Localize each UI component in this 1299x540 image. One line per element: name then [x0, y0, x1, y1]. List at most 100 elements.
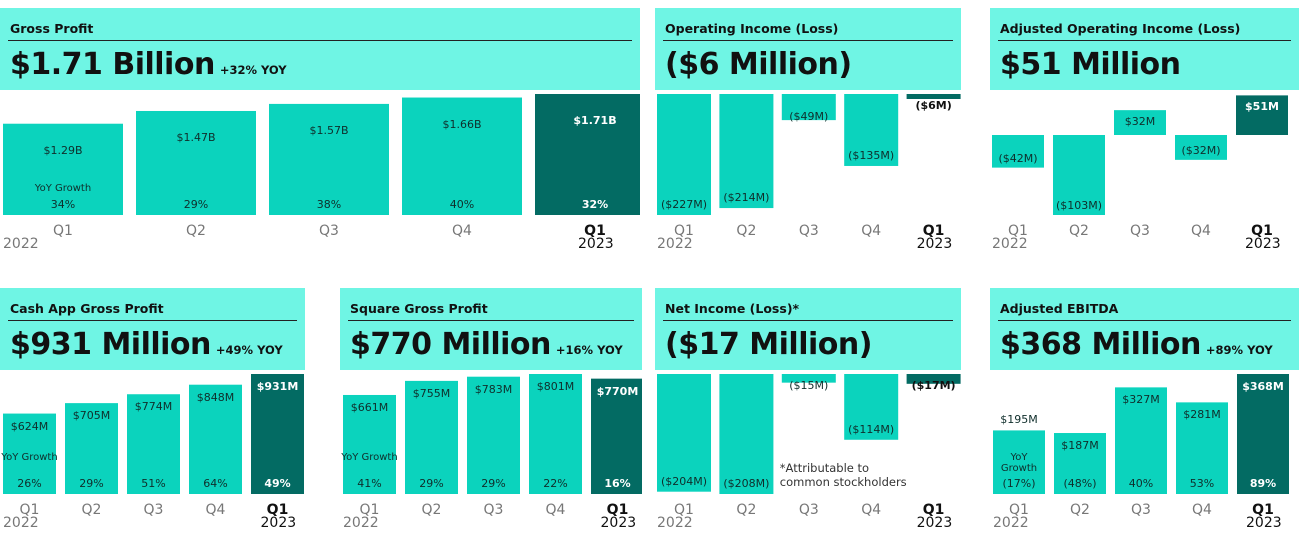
bar-0 [657, 374, 711, 492]
quarter-label: Q2 [736, 223, 757, 239]
headline-yoy: +32% YOY [219, 63, 287, 77]
bar-1 [136, 110, 256, 215]
panel-title: Operating Income (Loss) [665, 21, 839, 36]
growth-label: (48%) [1063, 477, 1097, 490]
value-label: ($204M) [660, 474, 708, 488]
bar-4 [906, 94, 961, 99]
quarter-label: Q1 [1251, 223, 1273, 239]
panel-title: Gross Profit [10, 21, 94, 36]
value-label: ($17M) [911, 379, 956, 392]
bar-0 [657, 94, 711, 215]
quarter-label: Q4 [861, 223, 882, 239]
year-label-current: 2023 [1246, 515, 1282, 531]
bar-0 [343, 394, 396, 494]
quarter-label: Q2 [421, 502, 442, 518]
value-label: ($135M) [848, 148, 895, 162]
cash-app-gross-profit-header: Cash App Gross Profit $931 Million +49% YO… [0, 288, 305, 370]
quarter-label: Q1 [922, 223, 945, 239]
year-label: 2022 [3, 515, 39, 531]
growth-label: 16% [604, 477, 631, 490]
bar-4 [906, 374, 961, 384]
bar-2 [1115, 387, 1167, 494]
square-gross-profit-chart [343, 374, 642, 494]
quarter-label: Q2 [81, 502, 102, 518]
bar-4 [591, 378, 642, 494]
value-label: ($6M) [915, 99, 952, 112]
gross-profit-panel: Gross Profit $1.71 Billion +32% YOY $1.29B 3… [0, 8, 640, 252]
headline-amount: ($6 Million) [665, 47, 852, 82]
headline-value: $1.71 Billion +32% YOY [10, 47, 287, 82]
bar-3 [844, 94, 899, 166]
year-label-current: 2023 [578, 236, 614, 252]
cash-app-gross-profit-panel: Cash App Gross Profit $931 Million +49% YO… [0, 288, 305, 531]
operating-income-chart [657, 94, 961, 215]
title-divider [998, 320, 1291, 321]
adjusted-ebitda-header: Adjusted EBITDA $368 Million +89% YOY [990, 288, 1299, 370]
value-label: ($114M) [848, 422, 895, 436]
title-divider [998, 40, 1291, 41]
growth-label: 64% [203, 477, 228, 490]
bar-0 [993, 430, 1045, 494]
growth-label: 29% [481, 477, 506, 490]
headline-value: $51 Million [1000, 47, 1181, 82]
bar-0 [3, 123, 123, 215]
growth-label: 40% [449, 198, 475, 211]
title-divider [8, 40, 632, 41]
value-label: $1.66B [442, 117, 482, 131]
value-label: $705M [72, 409, 111, 423]
value-label: ($214M) [723, 191, 770, 205]
bar-4 [535, 94, 640, 215]
cash-app-gross-profit-chart [3, 374, 304, 494]
growth-label: 26% [17, 477, 42, 490]
headline-amount: ($17 Million) [665, 327, 872, 362]
adjusted-operating-income-header: Adjusted Operating Income (Loss) $51 Mill… [990, 8, 1299, 90]
growth-label: 34% [50, 198, 76, 211]
bar-2 [127, 394, 180, 494]
year-label: 2022 [993, 515, 1029, 531]
quarter-label: Q2 [186, 223, 206, 239]
growth-label: 29% [419, 477, 444, 490]
growth-heading: YoY Growth [1, 452, 58, 463]
quarter-label: Q1 [19, 502, 40, 518]
growth-label: (17%) [1002, 477, 1036, 490]
bar-4 [1236, 95, 1288, 135]
value-label: $32M [1124, 115, 1156, 129]
growth-label: 53% [1189, 477, 1215, 490]
quarter-label: Q4 [545, 502, 566, 518]
net-income-chart [657, 374, 961, 494]
square-gross-profit-header: Square Gross Profit $770 Million +16% YOY [340, 288, 642, 370]
quarter-label: Q3 [319, 223, 339, 239]
year-label: 2022 [657, 515, 693, 531]
year-label-current: 2023 [600, 515, 637, 531]
bar-1 [1054, 433, 1106, 494]
bar-2 [269, 103, 389, 215]
value-label: $281M [1183, 408, 1221, 422]
quarter-label: Q2 [1069, 223, 1089, 239]
growth-label: 49% [264, 477, 291, 490]
panel-title: Cash App Gross Profit [10, 301, 164, 316]
growth-heading: YoY Growth [341, 452, 398, 463]
footnote: *Attributable to common stockholders [779, 461, 907, 489]
growth-heading: YoY Growth [1000, 452, 1038, 474]
quarter-label: Q4 [205, 502, 226, 518]
year-label-current: 2023 [260, 515, 297, 531]
headline-value: ($6 Million) [665, 47, 852, 82]
quarter-label: Q4 [452, 223, 472, 239]
value-label: $624M [10, 419, 49, 433]
year-label: 2022 [343, 515, 379, 531]
growth-label: 89% [1249, 477, 1277, 490]
quarter-label: Q1 [606, 502, 629, 518]
gross-profit-header: Gross Profit $1.71 Billion +32% YOY [0, 8, 640, 90]
value-label: $801M [536, 380, 575, 393]
gross-profit-chart [3, 94, 640, 215]
bar-0 [992, 135, 1044, 168]
value-label: ($103M) [1055, 199, 1103, 212]
value-label: ($208M) [723, 477, 770, 490]
bar-2 [781, 94, 836, 121]
headline-yoy: +16% YOY [555, 343, 623, 357]
value-label: $187M [1061, 439, 1099, 453]
operating-income-header: Operating Income (Loss) ($6 Million) [655, 8, 961, 90]
quarter-label: Q1 [674, 502, 694, 518]
panel-title: Net Income (Loss)* [665, 301, 800, 316]
bar-0 [3, 413, 56, 494]
